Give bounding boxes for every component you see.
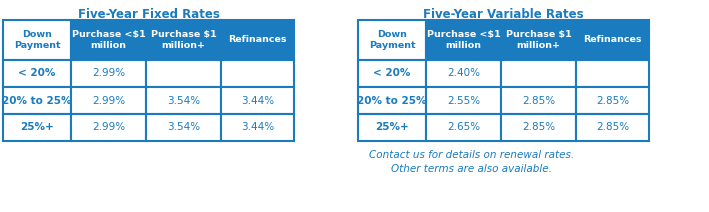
Bar xyxy=(426,114,501,141)
Text: Contact us for details on renewal rates.: Contact us for details on renewal rates. xyxy=(369,150,574,160)
Bar xyxy=(576,60,649,87)
Text: Purchase $1
million+: Purchase $1 million+ xyxy=(506,30,571,50)
Bar xyxy=(146,20,221,60)
Text: 2.85%: 2.85% xyxy=(522,123,555,132)
Bar xyxy=(71,114,146,141)
Text: 2.85%: 2.85% xyxy=(522,95,555,106)
Text: 3.44%: 3.44% xyxy=(241,95,274,106)
Text: 2.65%: 2.65% xyxy=(447,123,480,132)
Text: 2.40%: 2.40% xyxy=(447,68,480,78)
Bar xyxy=(146,114,221,141)
Bar xyxy=(426,60,501,87)
Text: Five-Year Variable Rates: Five-Year Variable Rates xyxy=(423,8,584,21)
Bar xyxy=(3,114,71,141)
Text: Other terms are also available.: Other terms are also available. xyxy=(391,164,552,174)
Bar xyxy=(221,87,294,114)
Bar xyxy=(358,60,426,87)
Text: 3.54%: 3.54% xyxy=(167,95,200,106)
Bar xyxy=(71,60,146,87)
Bar xyxy=(3,87,71,114)
Bar xyxy=(221,60,294,87)
Bar xyxy=(3,60,71,87)
Bar xyxy=(71,20,146,60)
Text: 20% to 25%: 20% to 25% xyxy=(2,95,72,106)
Bar xyxy=(426,87,501,114)
Bar xyxy=(501,20,576,60)
Text: 2.85%: 2.85% xyxy=(596,95,629,106)
Text: < 20%: < 20% xyxy=(374,68,411,78)
Bar xyxy=(576,87,649,114)
Text: 25%+: 25%+ xyxy=(20,123,54,132)
Text: 2.99%: 2.99% xyxy=(92,95,125,106)
Bar xyxy=(576,20,649,60)
Bar xyxy=(358,87,426,114)
Text: 2.99%: 2.99% xyxy=(92,68,125,78)
Bar xyxy=(501,87,576,114)
Text: 2.99%: 2.99% xyxy=(92,123,125,132)
Bar xyxy=(501,114,576,141)
Bar xyxy=(3,20,71,60)
Text: Purchase <$1
million: Purchase <$1 million xyxy=(427,30,501,50)
Bar xyxy=(358,20,426,60)
Text: < 20%: < 20% xyxy=(18,68,56,78)
Text: Purchase <$1
million: Purchase <$1 million xyxy=(72,30,145,50)
Text: 3.44%: 3.44% xyxy=(241,123,274,132)
Bar xyxy=(221,20,294,60)
Bar xyxy=(146,60,221,87)
Bar xyxy=(71,87,146,114)
Text: Refinances: Refinances xyxy=(228,35,286,45)
Text: 2.85%: 2.85% xyxy=(596,123,629,132)
Bar xyxy=(501,60,576,87)
Bar xyxy=(358,114,426,141)
Text: Refinances: Refinances xyxy=(584,35,642,45)
Text: Down
Payment: Down Payment xyxy=(369,30,415,50)
Text: Down
Payment: Down Payment xyxy=(13,30,60,50)
Bar xyxy=(221,114,294,141)
Text: 25%+: 25%+ xyxy=(375,123,409,132)
Text: Purchase $1
million+: Purchase $1 million+ xyxy=(150,30,216,50)
Bar xyxy=(426,20,501,60)
Text: Five-Year Fixed Rates: Five-Year Fixed Rates xyxy=(77,8,220,21)
Text: 20% to 25%: 20% to 25% xyxy=(357,95,427,106)
Bar xyxy=(576,114,649,141)
Text: 2.55%: 2.55% xyxy=(447,95,480,106)
Text: 3.54%: 3.54% xyxy=(167,123,200,132)
Bar xyxy=(146,87,221,114)
